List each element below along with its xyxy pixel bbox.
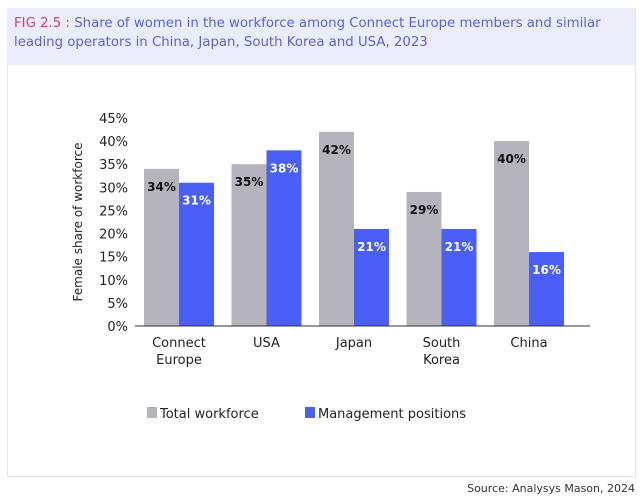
- legend-swatch: [305, 407, 315, 418]
- bar-total-workforce: [144, 168, 179, 326]
- data-label: 35%: [235, 175, 264, 189]
- x-tick-label: Europe: [156, 353, 202, 368]
- bar-total-workforce: [494, 141, 529, 326]
- y-tick-label: 40%: [99, 135, 128, 150]
- bar-management-positions: [354, 228, 389, 326]
- x-tick-label: Japan: [335, 336, 372, 351]
- x-tick-label: China: [510, 336, 547, 351]
- x-tick-label: USA: [253, 336, 280, 351]
- x-tick-label: Korea: [423, 353, 460, 368]
- x-tick-label: Connect: [152, 336, 206, 351]
- figure-header: [7, 8, 635, 65]
- y-tick-label: 15%: [99, 251, 128, 266]
- legend-label: Management positions: [318, 407, 466, 422]
- data-label: 38%: [270, 161, 299, 175]
- data-label: 21%: [357, 240, 386, 254]
- y-tick-label: 20%: [99, 228, 128, 243]
- y-tick-label: 5%: [107, 297, 128, 312]
- data-label: 34%: [147, 180, 176, 194]
- y-tick-label: 10%: [99, 274, 128, 289]
- figure-number: FIG 2.5 :: [14, 16, 70, 31]
- data-label: 40%: [497, 152, 526, 166]
- data-label: 42%: [322, 143, 351, 157]
- y-tick-label: 45%: [99, 112, 128, 127]
- source-note: Source: Analysys Mason, 2024: [467, 482, 635, 495]
- data-label: 29%: [410, 203, 439, 217]
- y-tick-label: 35%: [99, 158, 128, 173]
- figure-title-text: Share of women in the workforce among Co…: [14, 16, 601, 50]
- legend-label: Total workforce: [159, 407, 259, 422]
- y-axis-label: Female share of workforce: [71, 143, 85, 302]
- legend-swatch: [147, 407, 157, 418]
- data-label: 21%: [445, 240, 474, 254]
- bar-management-positions: [441, 228, 477, 326]
- bar-management-positions: [266, 150, 302, 326]
- data-label: 16%: [532, 263, 561, 277]
- bar-total-workforce: [406, 191, 442, 326]
- figure-title: FIG 2.5 : Share of women in the workforc…: [14, 14, 624, 52]
- bar-total-workforce: [231, 164, 267, 326]
- data-label: 31%: [182, 194, 211, 208]
- x-tick-label: South: [423, 336, 461, 351]
- y-tick-label: 0%: [107, 320, 128, 335]
- y-tick-label: 25%: [99, 204, 128, 219]
- y-tick-label: 30%: [99, 181, 128, 196]
- bar-management-positions: [529, 252, 564, 326]
- bar-management-positions: [179, 182, 214, 326]
- bar-total-workforce: [319, 131, 354, 326]
